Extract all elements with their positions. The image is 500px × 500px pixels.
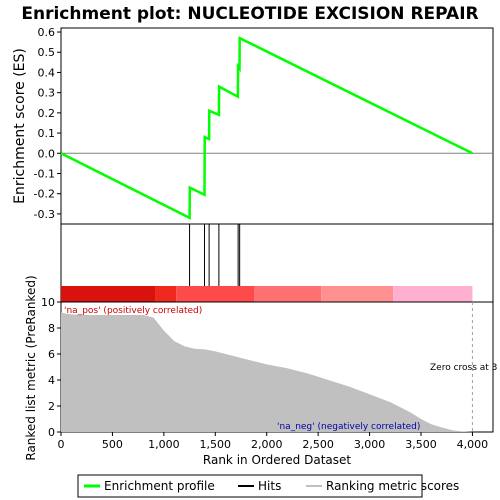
es-y-tick-label: 0.5: [38, 46, 56, 59]
negative-correlation-label: 'na_neg' (negatively correlated): [277, 422, 420, 432]
es-y-axis: -0.3 -0.2 -0.1 0.0 0.1 0.2 0.3 0.4 0.5 0.6: [34, 26, 61, 221]
es-y-tick-label: 0.0: [38, 147, 56, 160]
metric-y-tick-label: 8: [48, 322, 55, 335]
es-y-tick-label: 0.6: [38, 26, 56, 39]
es-y-tick-label: -0.2: [34, 188, 55, 201]
color-bar-segment: [393, 286, 473, 302]
enrichment-profile-line: [60, 36, 473, 220]
metric-y-axis-label: Ranked list metric (PreRanked): [24, 275, 38, 460]
x-tick-label: 1,500: [200, 438, 232, 451]
metric-y-tick-label: 0: [48, 426, 55, 439]
color-bar-segment: [176, 286, 255, 302]
legend-label: Ranking metric scores: [326, 479, 459, 493]
ranked-metric-area: [61, 312, 473, 432]
x-tick-label: 2,500: [302, 438, 334, 451]
color-bar-segment: [321, 286, 394, 302]
metric-y-axis: 0 2 4 6 8 10: [41, 296, 61, 439]
x-axis-label: Rank in Ordered Dataset: [203, 453, 351, 467]
x-tick-label: 2,000: [251, 438, 283, 451]
metric-x-axis: 0 500 1,000 1,500 2,000 2,500 3,000 3,500 4,000: [58, 432, 489, 451]
metric-y-tick-label: 10: [41, 296, 55, 309]
color-bar-segment: [61, 286, 156, 302]
hit-markers: [189, 224, 241, 286]
es-y-tick-label: 0.2: [38, 107, 56, 120]
es-plot-area: [60, 27, 494, 225]
legend-label: Enrichment profile: [104, 479, 215, 493]
x-tick-label: 0: [58, 438, 65, 451]
chart-title: Enrichment plot: NUCLEOTIDE EXCISION REP…: [21, 4, 478, 24]
x-tick-label: 3,000: [354, 438, 386, 451]
legend-label: Hits: [258, 479, 281, 493]
es-y-tick-label: 0.3: [38, 87, 56, 100]
metric-y-tick-label: 6: [48, 348, 55, 361]
metric-y-tick-label: 4: [48, 374, 55, 387]
es-y-tick-label: -0.1: [34, 167, 55, 180]
es-y-tick-label: 0.4: [38, 66, 56, 79]
x-tick-label: 4,000: [457, 438, 489, 451]
zero-cross-label: Zero cross at 3: [430, 363, 497, 373]
es-y-axis-label: Enrichment score (ES): [12, 48, 28, 204]
x-tick-label: 500: [102, 438, 123, 451]
legend: Enrichment profile Hits Ranking metric sco…: [84, 479, 459, 493]
x-tick-label: 3,500: [405, 438, 437, 451]
x-tick-label: 1,000: [148, 438, 180, 451]
es-y-tick-label: 0.1: [38, 127, 56, 140]
color-bar-segment: [155, 286, 177, 302]
metric-y-tick-label: 2: [48, 400, 55, 413]
es-y-tick-label: -0.3: [34, 208, 55, 221]
color-bar-segment: [254, 286, 322, 302]
ranking-color-bar: [61, 286, 473, 302]
positive-correlation-label: 'na_pos' (positively correlated): [64, 306, 202, 316]
